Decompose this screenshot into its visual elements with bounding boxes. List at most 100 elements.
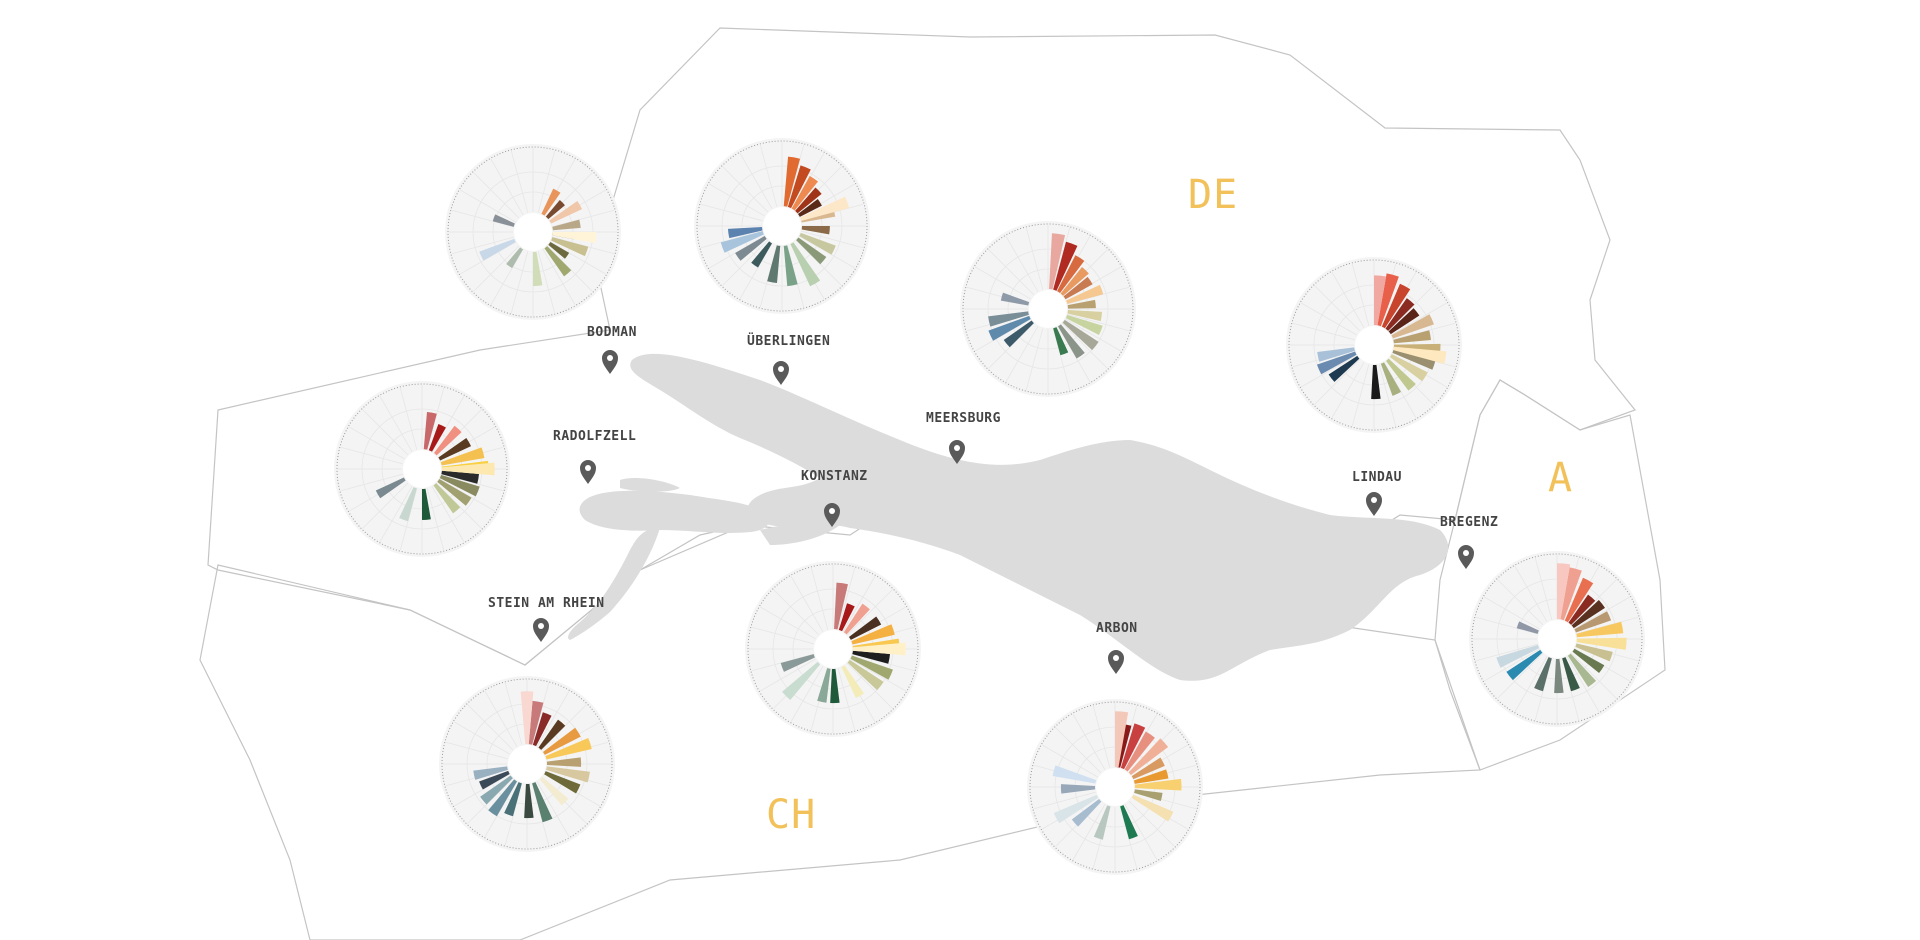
location-pin-icon[interactable]	[533, 618, 549, 642]
chart-gridline	[739, 153, 773, 209]
chart-gridline	[988, 249, 1035, 296]
chart-bar	[438, 437, 472, 461]
pin-shape	[1366, 492, 1382, 516]
radial-chart-bregenz	[1469, 551, 1645, 727]
chart-bar	[492, 214, 515, 227]
lindau-island	[1371, 529, 1381, 539]
town-label-bregenz[interactable]: BREGENZ	[1440, 515, 1499, 530]
chart-gridline	[760, 606, 816, 640]
chart-bar	[506, 247, 523, 269]
location-pin-icon[interactable]	[1366, 492, 1382, 516]
chart-bar	[1063, 276, 1093, 300]
pin-shape	[949, 440, 965, 464]
chart-gridline	[709, 183, 765, 217]
chart-gridline	[1042, 744, 1098, 778]
pin-shape	[580, 460, 596, 484]
town-label-lindau[interactable]: LINDAU	[1352, 470, 1402, 485]
location-pin-icon[interactable]	[580, 460, 596, 484]
location-pin-icon[interactable]	[949, 440, 965, 464]
chart-bar	[532, 782, 553, 823]
chart-gridline	[537, 251, 556, 314]
chart-bar	[549, 200, 583, 224]
chart-gridline	[1072, 714, 1106, 770]
chart-bar	[375, 477, 406, 499]
chart-bar	[1062, 319, 1099, 351]
location-pin-icon[interactable]	[1458, 545, 1474, 569]
location-pin-icon[interactable]	[773, 361, 789, 385]
chart-bar	[551, 237, 589, 257]
chart-bar	[473, 766, 508, 780]
chart-bar	[545, 738, 592, 760]
chart-bar	[1000, 292, 1030, 306]
chart-bar	[488, 779, 517, 817]
chart-bar	[850, 655, 893, 680]
radial-charts	[334, 138, 1645, 875]
chart-gridline	[454, 721, 510, 755]
chart-gridline	[759, 245, 778, 308]
pin-hole	[585, 465, 591, 471]
location-pin-icon[interactable]	[1108, 650, 1124, 674]
chart-gridline	[1331, 272, 1365, 328]
chart-bar	[520, 691, 534, 745]
town-label-radolfzell[interactable]: RADOLFZELL	[553, 429, 637, 444]
chart-gridline	[837, 567, 856, 630]
chart-bar	[1316, 351, 1357, 375]
chart-bar	[1053, 794, 1099, 824]
chart-bar	[533, 251, 543, 287]
chart-outer-ring	[1029, 701, 1201, 873]
lake-gnadensee	[620, 477, 680, 492]
chart-gridline	[490, 249, 524, 305]
chart-bar	[830, 668, 840, 704]
chart-outer-ring	[447, 146, 619, 318]
chart-bar	[1567, 653, 1597, 687]
chart-gridline	[1570, 652, 1617, 699]
chart-bar	[1120, 805, 1138, 840]
country-borders	[199, 27, 1666, 940]
chart-bar	[817, 668, 831, 703]
chart-gridline	[460, 189, 516, 223]
town-label-meersburg[interactable]: MEERSBURG	[926, 411, 1001, 426]
town-label-stein-am-rhein[interactable]: STEIN AM RHEIN	[488, 596, 605, 611]
chart-bar	[780, 654, 815, 672]
location-pin-icon[interactable]	[824, 503, 840, 527]
chart-bar	[1380, 362, 1402, 396]
chart-bar	[799, 232, 836, 255]
chart-bar	[399, 487, 417, 522]
chart-bar	[1065, 314, 1103, 335]
chart-bar	[782, 661, 821, 700]
pin-shape	[773, 361, 789, 385]
chart-gridline	[1005, 326, 1039, 382]
chart-bar	[1052, 765, 1097, 784]
chart-bar	[541, 188, 561, 216]
chart-bar	[524, 783, 534, 819]
chart-gridline	[1475, 643, 1538, 662]
town-label-bodman[interactable]: BODMAN	[587, 325, 637, 340]
chart-bar	[1053, 241, 1078, 291]
chart-gridline	[536, 781, 570, 837]
chart-bar	[1571, 599, 1605, 629]
chart-bar	[546, 766, 590, 783]
chart-bar	[439, 474, 480, 497]
town-label-ueberlingen[interactable]: ÜBERLINGEN	[747, 334, 831, 349]
chart-bar	[1388, 308, 1420, 335]
radial-chart-radolfzell	[334, 381, 510, 557]
chart-bar	[480, 775, 513, 805]
town-label-konstanz[interactable]: KONSTANZ	[801, 469, 868, 484]
chart-bar	[1057, 255, 1085, 294]
chart-bar	[539, 776, 569, 806]
chart-bar	[852, 642, 906, 656]
chart-bar	[791, 175, 818, 211]
chart-bar	[838, 603, 855, 632]
chart-bar	[545, 200, 565, 220]
town-label-arbon[interactable]: ARBON	[1096, 621, 1138, 636]
chart-gridline	[431, 396, 465, 452]
chart-bar	[1003, 320, 1034, 348]
chart-bar	[1568, 594, 1596, 625]
chart-gridline	[1301, 354, 1357, 388]
location-pin-icon[interactable]	[602, 350, 618, 374]
chart-bar	[441, 470, 479, 484]
chart-bar	[1049, 233, 1066, 290]
chart-gridline	[467, 704, 514, 751]
